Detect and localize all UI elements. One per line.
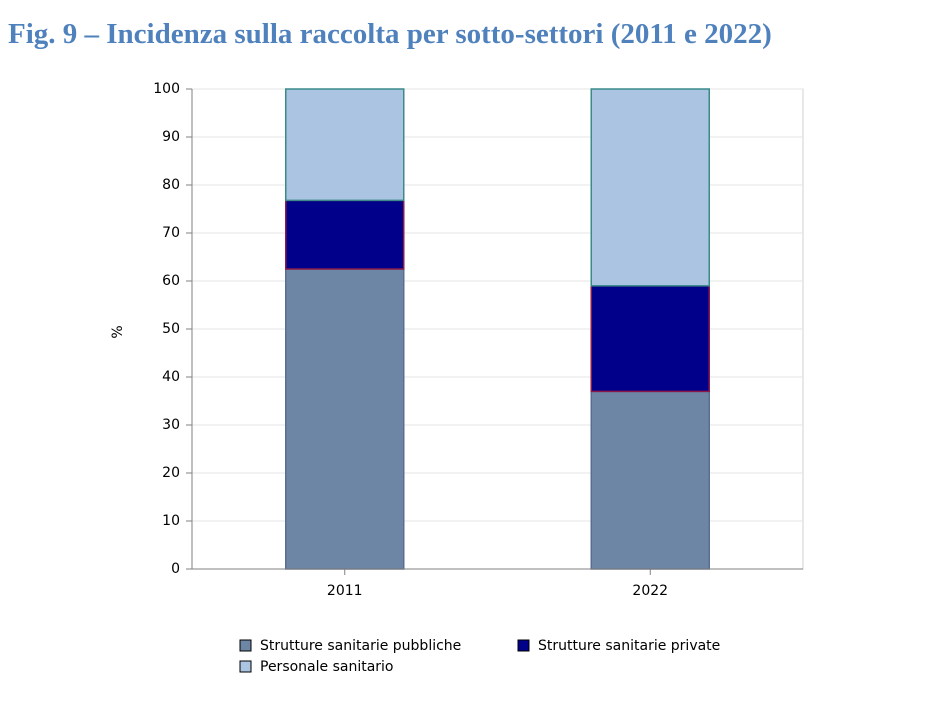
bar-segment bbox=[590, 88, 710, 287]
y-tick-label: 10 bbox=[162, 513, 180, 529]
bars bbox=[285, 88, 710, 570]
legend-label: Strutture sanitarie pubbliche bbox=[260, 638, 461, 654]
y-tick-label: 90 bbox=[162, 129, 180, 145]
x-tick-label: 2022 bbox=[632, 583, 668, 599]
y-tick-label: 80 bbox=[162, 177, 180, 193]
legend-label: Personale sanitario bbox=[260, 659, 394, 675]
legend-swatch bbox=[517, 639, 530, 652]
legend-swatch bbox=[239, 639, 252, 652]
y-axis-label: % bbox=[110, 325, 126, 338]
bar-segment bbox=[285, 199, 405, 270]
figure-title: Fig. 9 – Incidenza sulla raccolta per so… bbox=[8, 18, 772, 50]
bar-segment bbox=[285, 88, 405, 202]
legend-swatch bbox=[239, 660, 252, 673]
legend-label: Strutture sanitarie private bbox=[538, 638, 720, 654]
bar-segment bbox=[285, 268, 405, 570]
bar-segment bbox=[590, 285, 710, 393]
y-tick-label: 40 bbox=[162, 369, 180, 385]
y-tick-label: 70 bbox=[162, 225, 180, 241]
y-tick-label: 50 bbox=[162, 321, 180, 337]
bar-segment bbox=[590, 390, 710, 570]
y-tick-label: 30 bbox=[162, 417, 180, 433]
legend: Strutture sanitarie pubbliche Strutture s… bbox=[239, 638, 720, 675]
y-tick-label: 100 bbox=[153, 81, 180, 97]
y-tick-label: 60 bbox=[162, 273, 180, 289]
y-tick-label: 20 bbox=[162, 465, 180, 481]
y-tick-label: 0 bbox=[171, 561, 180, 577]
x-tick-label: 2011 bbox=[327, 583, 363, 599]
axes: 0 10 20 30 40 50 60 70 80 90 100 2011 2022 bbox=[153, 81, 803, 599]
